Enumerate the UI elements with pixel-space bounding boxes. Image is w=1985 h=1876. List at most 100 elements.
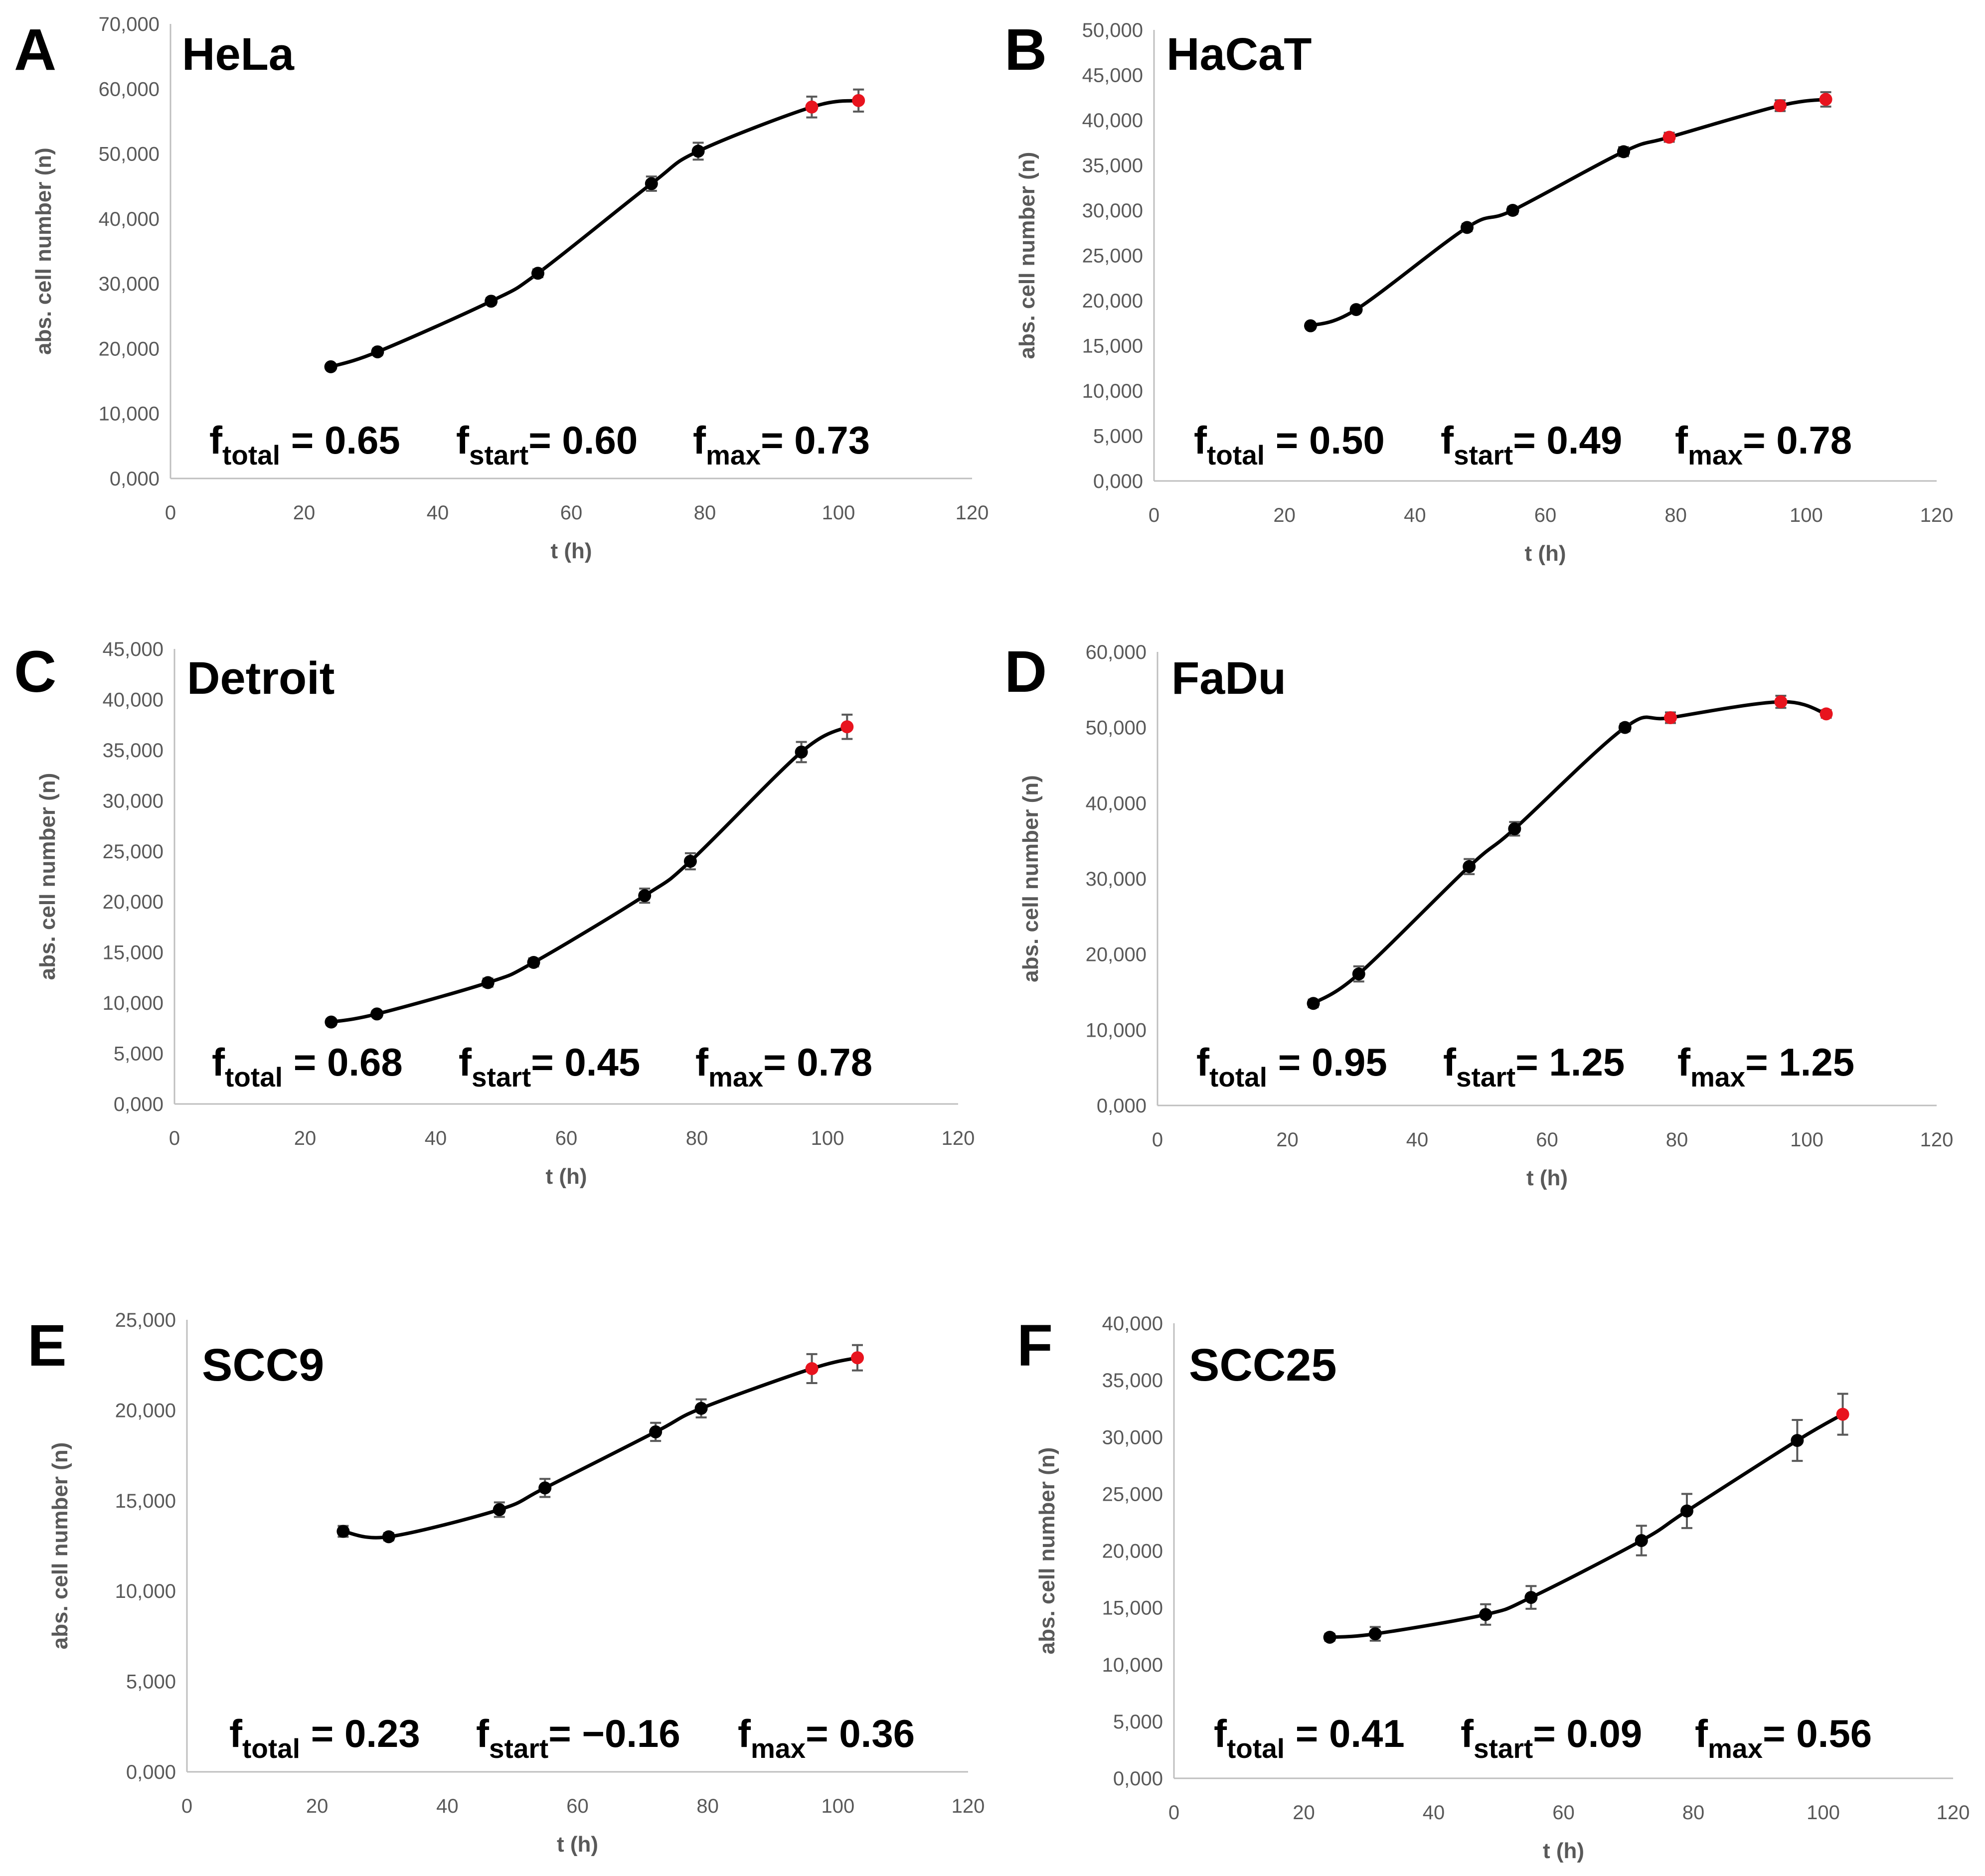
series-line — [1310, 97, 1826, 328]
y-tick-label: 35,000 — [1102, 1370, 1163, 1392]
data-point — [691, 145, 705, 158]
annotation-f-start: fstart= −0.16 — [476, 1712, 680, 1764]
panel-e: 0,000 5,000 10,000 15,000 20,000 25,000 0 20 40 6… — [27, 1309, 985, 1857]
data-point-highlight — [1662, 131, 1676, 144]
y-tick-label: 10,000 — [115, 1580, 176, 1602]
y-tick-label: 25,000 — [103, 841, 164, 863]
annotation-base: f — [229, 1712, 243, 1755]
data-point — [649, 1425, 662, 1438]
y-tick-label: 10,000 — [1082, 380, 1143, 402]
data-point — [1323, 1630, 1336, 1644]
y-tick-label: 15,000 — [103, 942, 164, 964]
annotation-value: = 0.09 — [1533, 1712, 1642, 1755]
panel-c: 0,000 5,000 10,000 15,000 20,000 25,000 30,000… — [14, 638, 975, 1189]
annotation-f-max: fmax= 0.78 — [695, 1040, 872, 1093]
y-tick-label: 30,000 — [1082, 200, 1143, 222]
annotation-f-start: fstart= 1.25 — [1443, 1040, 1625, 1093]
annotation-subscript: start — [1456, 1062, 1515, 1093]
data-point-highlight — [1819, 93, 1832, 106]
series-line — [331, 725, 848, 1024]
annotation-subscript: total — [242, 1733, 300, 1764]
y-tick-label: 10,000 — [1102, 1654, 1163, 1676]
annotation-value: = 0.41 — [1285, 1712, 1405, 1755]
x-tick-label: 80 — [694, 502, 716, 524]
annotation-value: = −0.16 — [548, 1712, 680, 1755]
panel-letter: F — [1017, 1313, 1053, 1379]
y-axis-title: abs. cell number (n) — [1018, 775, 1043, 982]
y-tick-label: 25,000 — [1102, 1483, 1163, 1505]
y-tick-label: 0,000 — [110, 468, 160, 490]
data-point — [1506, 204, 1519, 217]
x-tick-label: 60 — [1536, 1129, 1558, 1151]
x-tick-label: 120 — [1937, 1802, 1970, 1824]
annotation-f-total: ftotal = 0.68 — [212, 1040, 403, 1093]
x-tick-label: 40 — [427, 502, 449, 524]
x-tick-label: 40 — [436, 1795, 459, 1817]
data-point — [1461, 221, 1474, 234]
x-tick-label: 100 — [1807, 1802, 1840, 1824]
data-point — [645, 177, 658, 190]
data-point-highlight — [1774, 99, 1787, 113]
annotation-value: = 0.36 — [806, 1712, 915, 1755]
data-point-highlight — [1663, 711, 1677, 724]
y-tick-label: 50,000 — [1086, 717, 1147, 739]
x-tick-label: 60 — [1552, 1802, 1575, 1824]
data-point — [1508, 822, 1521, 835]
annotation-value: = 1.25 — [1515, 1040, 1625, 1084]
y-axis-title: abs. cell number (n) — [48, 1442, 72, 1650]
data-point — [371, 345, 384, 358]
data-point — [538, 1481, 552, 1495]
data-point — [325, 1015, 338, 1029]
annotation-base: f — [1194, 418, 1207, 462]
y-tick-label: 30,000 — [1086, 868, 1147, 890]
annotation-base: f — [1441, 418, 1454, 462]
data-point — [1791, 1434, 1804, 1447]
panel-letter: A — [14, 17, 56, 83]
annotation-value: = 0.78 — [1743, 418, 1852, 462]
chart-title: FaDu — [1171, 653, 1286, 704]
x-tick-label: 0 — [1152, 1129, 1163, 1151]
data-point — [1368, 1627, 1382, 1641]
annotation-subscript: max — [751, 1733, 806, 1764]
annotation-base: f — [1214, 1712, 1227, 1755]
annotation-subscript: max — [706, 440, 761, 470]
annotation-base: f — [1675, 418, 1688, 462]
annotation-value: = 0.23 — [300, 1712, 420, 1755]
data-point — [1304, 319, 1317, 332]
x-tick-label: 120 — [1920, 504, 1954, 526]
annotation-subscript: max — [1690, 1062, 1745, 1093]
annotation-subscript: max — [708, 1062, 763, 1093]
annotation-base: f — [456, 418, 470, 462]
y-tick-label: 5,000 — [126, 1671, 176, 1693]
data-point — [1524, 1591, 1538, 1604]
x-tick-label: 120 — [956, 502, 989, 524]
y-axis-title: abs. cell number (n) — [35, 773, 60, 980]
annotation-subscript: total — [225, 1062, 283, 1093]
annotation-f-total: ftotal = 0.95 — [1196, 1040, 1387, 1093]
y-tick-label: 15,000 — [1102, 1597, 1163, 1619]
annotation-subscript: max — [1688, 440, 1743, 470]
annotation-value: = 0.50 — [1265, 418, 1385, 462]
y-tick-label: 20,000 — [99, 338, 160, 360]
annotation-f-max: fmax= 0.36 — [738, 1712, 915, 1764]
annotation-f-start: fstart= 0.09 — [1461, 1712, 1642, 1764]
annotation-value: = 1.25 — [1745, 1040, 1854, 1084]
annotation-subscript: total — [1209, 1062, 1267, 1093]
y-tick-label: 25,000 — [115, 1309, 176, 1331]
x-tick-label: 20 — [293, 502, 316, 524]
data-point — [370, 1007, 384, 1021]
x-tick-label: 20 — [1273, 504, 1296, 526]
x-tick-label: 120 — [942, 1127, 975, 1149]
data-point — [638, 889, 652, 903]
y-tick-label: 25,000 — [1082, 245, 1143, 267]
y-tick-label: 50,000 — [99, 144, 160, 165]
y-tick-label: 35,000 — [103, 740, 164, 762]
y-tick-label: 35,000 — [1082, 155, 1143, 177]
y-tick-label: 20,000 — [1086, 944, 1147, 966]
x-tick-label: 100 — [821, 1795, 854, 1817]
data-point — [527, 955, 540, 969]
y-tick-label: 45,000 — [1082, 65, 1143, 87]
annotation-subscript: max — [1708, 1733, 1763, 1764]
annotation-f-max: fmax= 0.73 — [693, 418, 870, 470]
data-point-highlight — [1774, 695, 1788, 709]
